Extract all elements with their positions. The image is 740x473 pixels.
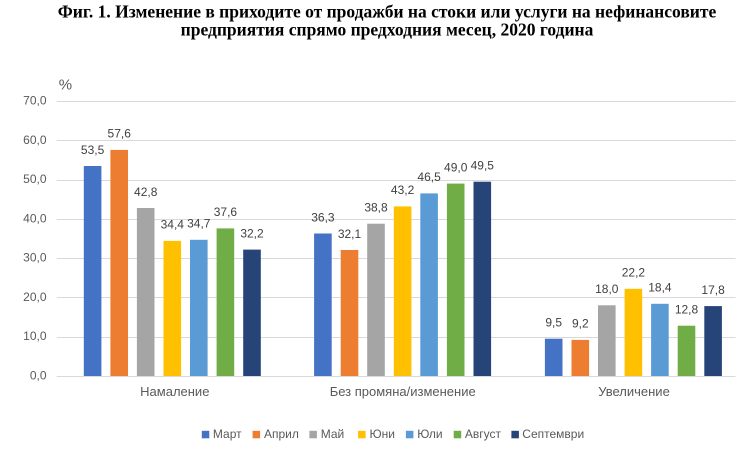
svg-text:36,3: 36,3 bbox=[311, 210, 335, 224]
svg-text:Август: Август bbox=[465, 427, 502, 441]
svg-text:9,5: 9,5 bbox=[545, 316, 562, 330]
svg-text:Намаление: Намаление bbox=[140, 384, 209, 399]
svg-text:70,0: 70,0 bbox=[23, 94, 47, 108]
svg-text:17,8: 17,8 bbox=[701, 283, 725, 297]
svg-text:60,0: 60,0 bbox=[23, 133, 47, 147]
svg-text:49,0: 49,0 bbox=[444, 160, 468, 174]
svg-text:32,2: 32,2 bbox=[240, 226, 264, 240]
svg-text:Без промяна/изменение: Без промяна/изменение bbox=[330, 384, 476, 399]
svg-text:предприятия спрямо предходния: предприятия спрямо предходния месец, 202… bbox=[181, 20, 594, 40]
svg-text:46,5: 46,5 bbox=[417, 170, 441, 184]
svg-text:20,0: 20,0 bbox=[23, 290, 47, 304]
svg-text:34,4: 34,4 bbox=[161, 218, 185, 232]
svg-text:Юни: Юни bbox=[370, 427, 395, 441]
svg-text:18,4: 18,4 bbox=[648, 281, 672, 295]
svg-text:30,0: 30,0 bbox=[23, 251, 47, 265]
svg-text:Май: Май bbox=[321, 427, 345, 441]
svg-text:37,6: 37,6 bbox=[214, 205, 238, 219]
svg-text:34,7: 34,7 bbox=[187, 217, 211, 231]
svg-text:Увеличение: Увеличение bbox=[598, 384, 670, 399]
svg-text:57,6: 57,6 bbox=[108, 127, 132, 141]
svg-text:50,0: 50,0 bbox=[23, 172, 47, 186]
svg-text:43,2: 43,2 bbox=[391, 183, 415, 197]
svg-text:38,8: 38,8 bbox=[364, 201, 388, 215]
svg-text:49,5: 49,5 bbox=[471, 159, 495, 173]
svg-text:18,0: 18,0 bbox=[595, 282, 619, 296]
svg-text:9,2: 9,2 bbox=[572, 317, 589, 331]
svg-text:Април: Април bbox=[264, 427, 299, 441]
svg-text:10,0: 10,0 bbox=[23, 329, 47, 343]
svg-text:Септември: Септември bbox=[522, 427, 584, 441]
svg-text:Юли: Юли bbox=[417, 427, 442, 441]
svg-text:%: % bbox=[59, 76, 72, 93]
svg-text:Март: Март bbox=[213, 427, 242, 441]
svg-text:22,2: 22,2 bbox=[622, 266, 646, 280]
svg-text:32,1: 32,1 bbox=[338, 227, 362, 241]
svg-text:53,5: 53,5 bbox=[81, 143, 105, 157]
svg-text:12,8: 12,8 bbox=[675, 303, 699, 317]
svg-text:0,0: 0,0 bbox=[30, 369, 47, 383]
svg-text:40,0: 40,0 bbox=[23, 212, 47, 226]
svg-text:42,8: 42,8 bbox=[134, 185, 158, 199]
svg-text:Фиг. 1. Изменение в приходите: Фиг. 1. Изменение в приходите от продажб… bbox=[58, 2, 717, 22]
